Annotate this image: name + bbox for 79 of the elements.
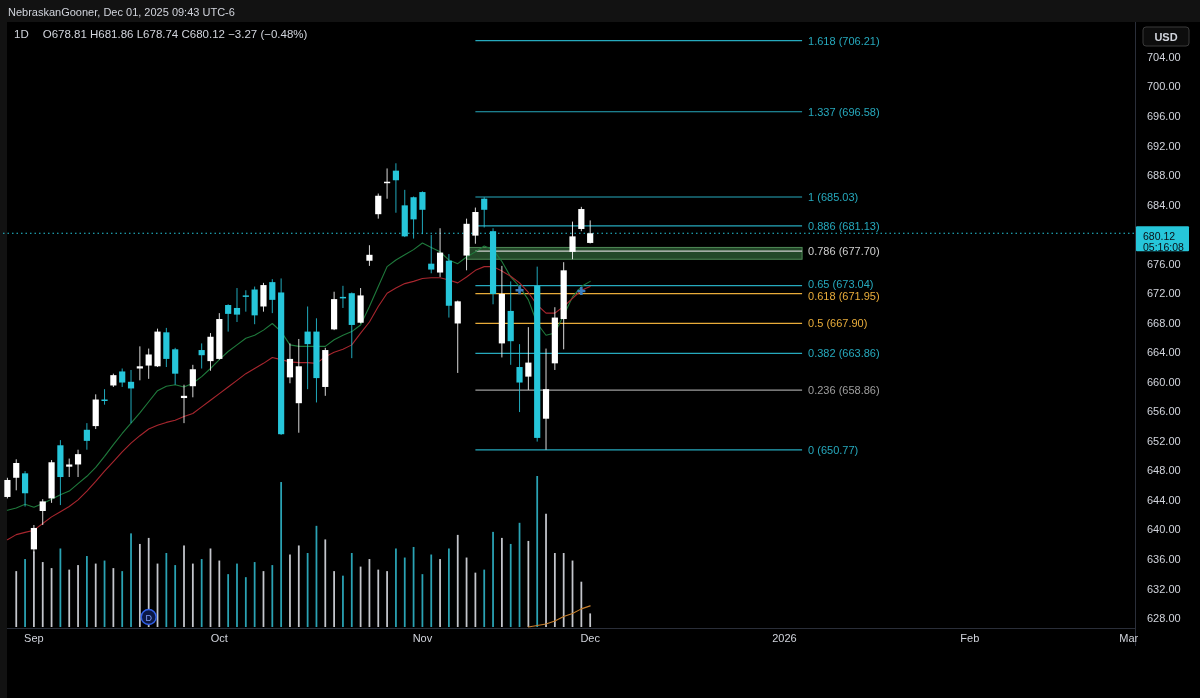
candlestick (516, 343, 523, 413)
ref-line-label: 0.236 (658.86) (808, 384, 880, 397)
ref-line-label: 0 (650.77) (808, 443, 859, 456)
candlestick (419, 190, 426, 235)
line-series (6, 242, 591, 511)
candlestick (454, 300, 461, 374)
letter-badge-icon: D (140, 608, 157, 626)
candlestick (410, 195, 417, 240)
candlestick (436, 227, 444, 278)
candlestick (21, 470, 29, 508)
y-tick-label: 688.00 (1147, 169, 1181, 182)
ref-line-label: 0.618 (671.95) (808, 289, 880, 302)
candlestick (4, 477, 11, 499)
candlestick (366, 244, 373, 267)
candlestick (136, 345, 143, 381)
candlestick (233, 287, 241, 323)
ref-line-label: 0.786 (677.70) (808, 245, 880, 258)
chart-title: 1D (14, 28, 29, 40)
line-series (6, 266, 591, 541)
ref-line-label: 0.886 (681.13) (808, 219, 880, 232)
candlestick (269, 278, 276, 314)
candlestick (286, 342, 294, 384)
x-tick-label: Feb (960, 632, 980, 644)
x-tick-label: Dec (580, 632, 601, 644)
y-tick-label: 700.00 (1147, 80, 1181, 93)
candlestick (66, 458, 73, 478)
ref-line-label: 1.337 (696.58) (808, 105, 880, 118)
x-tick-label: Sep (24, 632, 44, 644)
text: 05:16:08 (1143, 240, 1185, 253)
ref-line-label: 680.12 (1143, 230, 1176, 243)
candlestick (119, 368, 126, 388)
text: NebraskanGooner, Dec 01, 2025 09:43 UTC-6 (8, 5, 235, 18)
y-tick-label: 696.00 (1147, 110, 1181, 123)
candlestick (13, 458, 20, 491)
candlestick (242, 289, 249, 313)
candlestick (569, 221, 576, 260)
y-tick-label: 676.00 (1147, 257, 1181, 270)
candlestick (145, 348, 152, 380)
y-tick-label: 640.00 (1147, 523, 1181, 536)
candlestick (375, 193, 382, 220)
y-tick-label: 668.00 (1147, 316, 1181, 329)
y-tick-label: 648.00 (1147, 464, 1181, 477)
ref-line-label: 1.618 (706.21) (808, 34, 880, 47)
y-tick-label: 664.00 (1147, 346, 1181, 359)
candlestick (225, 303, 232, 333)
ref-line-label: 0.382 (663.86) (808, 347, 880, 360)
y-tick-label: 672.00 (1147, 287, 1181, 300)
y-tick-label: 684.00 (1147, 198, 1181, 211)
ref-line-label: 1 (685.03) (808, 191, 859, 204)
x-tick-label: Oct (210, 632, 228, 644)
candlestick (189, 364, 196, 398)
y-tick-label: 660.00 (1147, 375, 1181, 388)
candlestick (304, 305, 311, 390)
candlestick (472, 207, 479, 245)
y-tick-label: 704.00 (1147, 50, 1181, 63)
candlestick (74, 449, 82, 478)
candlestick (578, 206, 585, 232)
candlestick (260, 282, 267, 313)
annotation: D (145, 612, 153, 623)
candlestick (392, 162, 400, 214)
chart-subtitle: O678.81 H681.86 L678.74 C680.12 −3.27 (−0.48%) (42, 28, 308, 40)
x-tick-label: Nov (412, 632, 433, 644)
y-tick-label: 656.00 (1147, 405, 1181, 418)
ref-line-label: 0.65 (673.04) (808, 277, 874, 290)
ref-line-label: 0.5 (667.90) (808, 317, 868, 330)
y-tick-label: 644.00 (1147, 493, 1181, 506)
candlestick (39, 498, 46, 526)
candlestick (198, 342, 205, 370)
x-tick-label: 2026 (772, 632, 797, 644)
candlestick (83, 422, 90, 451)
y-tick-label: 692.00 (1147, 139, 1181, 152)
y-tick-label: 636.00 (1147, 552, 1181, 565)
y-tick-label: 632.00 (1147, 582, 1181, 595)
y-tick-label: 628.00 (1147, 612, 1181, 625)
x-tick-label: Mar (1119, 632, 1139, 644)
currency-button: USD (1142, 26, 1190, 47)
y-tick-label: 652.00 (1147, 434, 1181, 447)
candlestick (481, 196, 488, 228)
candlestick (525, 326, 532, 391)
